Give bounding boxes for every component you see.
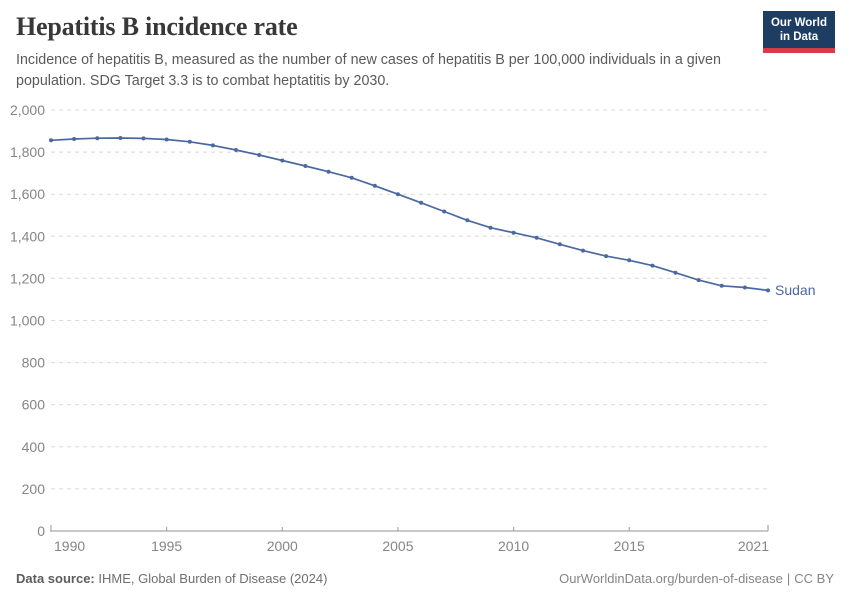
data-point[interactable] [696, 278, 701, 283]
data-point[interactable] [326, 169, 331, 174]
data-point[interactable] [673, 270, 678, 275]
x-axis-tick-label: 1995 [151, 538, 182, 554]
y-axis-tick-label: 800 [22, 355, 46, 371]
data-point[interactable] [766, 288, 770, 293]
data-point[interactable] [72, 137, 77, 141]
gridlines [51, 109, 768, 490]
data-point[interactable] [719, 283, 724, 288]
data-point[interactable] [349, 175, 354, 180]
data-point[interactable] [49, 138, 53, 143]
y-axis-tick-label: 400 [22, 439, 46, 455]
series-line-sudan[interactable] [50, 137, 769, 292]
data-point[interactable] [372, 183, 377, 188]
x-axis-tick-label: 2015 [614, 538, 645, 554]
data-point[interactable] [303, 164, 308, 168]
owid-logo[interactable]: Our World in Data [762, 11, 835, 53]
chart-title: Hepatitis B incidence rate [16, 12, 298, 41]
x-axis-tick-label: 2021 [738, 538, 769, 554]
data-point[interactable] [581, 248, 585, 253]
data-point[interactable] [419, 200, 424, 205]
x-axis: 1990 1995 2000 2005 2010 2015 2021 [50, 525, 769, 554]
data-point[interactable] [234, 148, 238, 152]
data-point[interactable] [280, 158, 285, 163]
y-axis-tick-label: 1,000 [10, 313, 45, 329]
data-point[interactable] [141, 136, 146, 141]
y-axis-tick-label: 1,400 [10, 228, 45, 244]
data-point[interactable] [164, 137, 169, 142]
footer: Data source: IHME, Global Burden of Dise… [0, 571, 850, 586]
y-axis-tick-label: 200 [22, 481, 46, 497]
entity-label-sudan[interactable]: Sudan [775, 282, 815, 298]
data-point[interactable] [650, 263, 655, 268]
y-axis-tick-label: 600 [22, 397, 46, 413]
data-point[interactable] [511, 230, 516, 235]
data-point[interactable] [604, 254, 609, 259]
y-axis-tick-label: 1,600 [10, 186, 45, 202]
data-source-value: IHME, Global Burden of Disease (2024) [98, 571, 328, 586]
license-link[interactable]: CC BY [794, 571, 834, 586]
y-axis-tick-label: 0 [37, 523, 45, 539]
data-point[interactable] [257, 153, 262, 157]
x-axis-tick-label: 1990 [54, 538, 85, 554]
data-source-note: Data source: IHME, Global Burden of Dise… [16, 571, 327, 586]
data-point[interactable] [395, 192, 400, 197]
data-point[interactable] [465, 218, 470, 223]
owid-logo-line2: in Data [779, 31, 819, 43]
data-point[interactable] [118, 136, 123, 140]
data-point[interactable] [187, 139, 192, 144]
data-point[interactable] [742, 285, 747, 290]
data-source-label: Data source: [16, 571, 95, 586]
data-point[interactable] [557, 242, 562, 247]
attribution: OurWorldinData.org/burden-of-disease | CC … [559, 571, 834, 586]
attribution-separator: | [786, 571, 791, 586]
owid-url-link[interactable]: OurWorldinData.org/burden-of-disease [559, 571, 783, 586]
y-axis-tick-label: 1,800 [10, 144, 45, 160]
x-axis-tick-label: 2000 [267, 538, 298, 554]
data-point[interactable] [95, 136, 100, 141]
y-axis-tick-label: 2,000 [10, 102, 45, 118]
series-group: Sudan [49, 136, 815, 298]
data-point[interactable] [534, 235, 539, 240]
data-point[interactable] [210, 143, 215, 148]
x-axis-tick-label: 2010 [498, 538, 529, 554]
data-point[interactable] [488, 225, 493, 230]
owid-logo-line1: Our World [770, 17, 827, 29]
y-axis: 0 200 400 600 800 1,000 1,200 1,400 1,600 1,800 2,… [10, 102, 45, 539]
data-point[interactable] [627, 258, 632, 263]
chart-subtitle: Incidence of hepatitis B, measured as th… [16, 52, 721, 89]
x-axis-tick-label: 2005 [382, 538, 413, 554]
y-axis-tick-label: 1,200 [10, 270, 45, 286]
data-point[interactable] [442, 209, 447, 214]
